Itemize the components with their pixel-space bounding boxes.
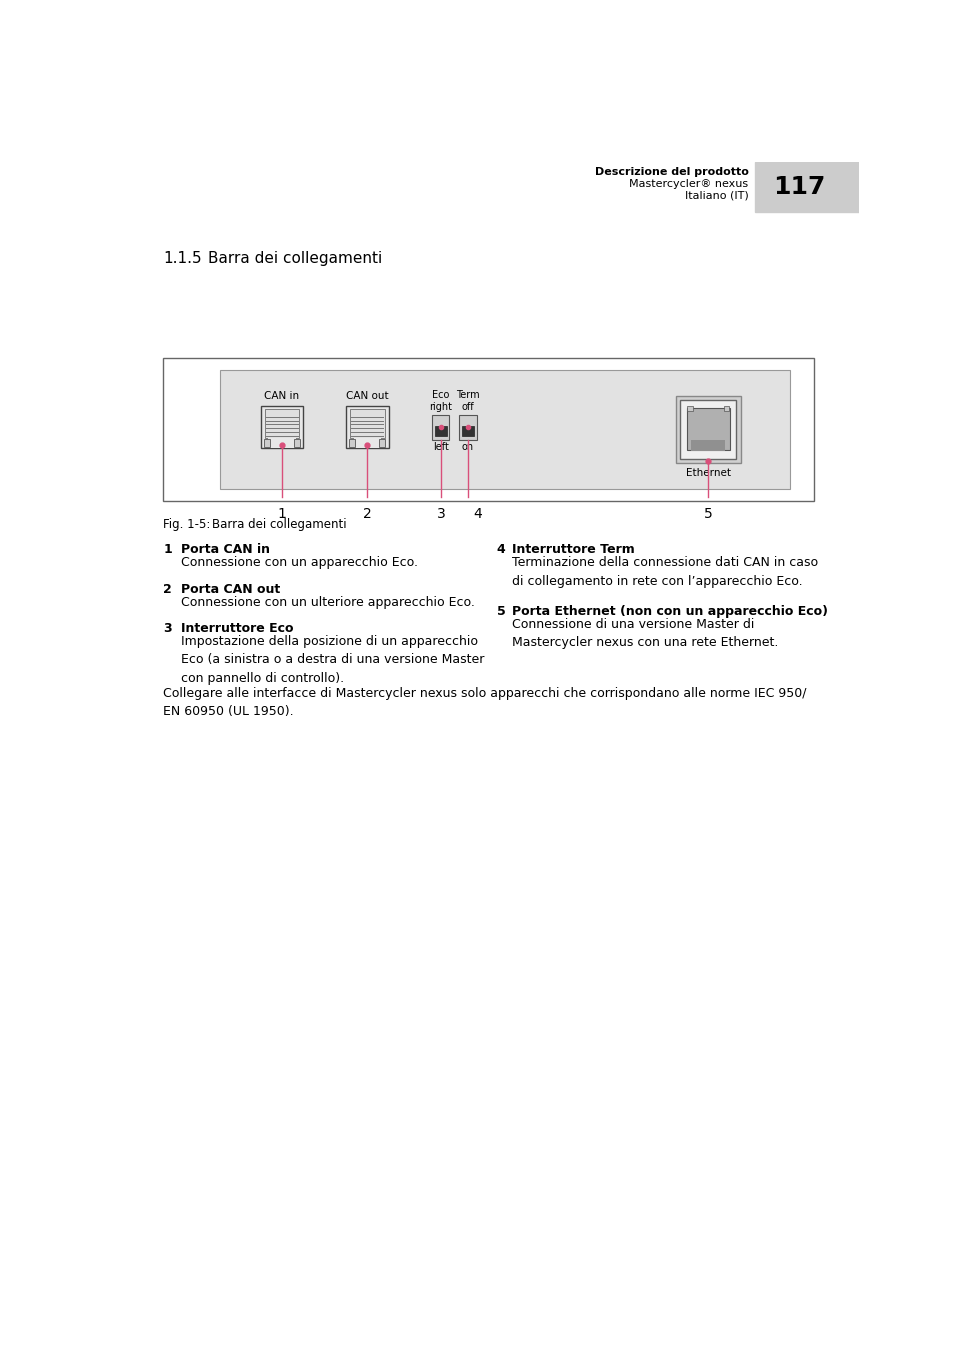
- Bar: [260, 406, 303, 448]
- Text: Interruttore Eco: Interruttore Eco: [181, 622, 294, 634]
- Text: 117: 117: [772, 176, 824, 200]
- Text: 3: 3: [436, 508, 445, 521]
- Text: Porta CAN in: Porta CAN in: [181, 543, 270, 556]
- Bar: [675, 397, 740, 463]
- Text: 3: 3: [163, 622, 172, 634]
- Text: CAN in: CAN in: [264, 392, 299, 401]
- Text: Italiano (IT): Italiano (IT): [684, 190, 748, 201]
- Text: Fig. 1-5:: Fig. 1-5:: [163, 518, 211, 531]
- Bar: [163, 358, 814, 501]
- Text: Connessione di una versione Master di
Mastercycler nexus con una rete Ethernet.: Connessione di una versione Master di Ma…: [512, 618, 778, 649]
- Bar: [354, 437, 380, 448]
- Text: 1: 1: [277, 508, 286, 521]
- Bar: [754, 162, 858, 212]
- Text: 1: 1: [163, 543, 172, 556]
- Text: 4: 4: [497, 543, 505, 556]
- Bar: [350, 409, 384, 437]
- Text: Interruttore Term: Interruttore Term: [512, 543, 635, 556]
- Bar: [723, 406, 728, 412]
- Bar: [459, 414, 476, 440]
- Text: CAN out: CAN out: [346, 392, 388, 401]
- Text: Mastercycler® nexus: Mastercycler® nexus: [629, 180, 748, 189]
- Bar: [435, 425, 447, 436]
- Bar: [264, 439, 270, 447]
- Text: Barra dei collegamenti: Barra dei collegamenti: [212, 518, 347, 531]
- Bar: [294, 439, 300, 447]
- Text: Collegare alle interfacce di Mastercycler nexus solo apparecchi che corrispondan: Collegare alle interfacce di Mastercycle…: [163, 687, 806, 718]
- Text: Eco
right: Eco right: [429, 390, 452, 412]
- Bar: [379, 439, 385, 447]
- Bar: [679, 401, 736, 459]
- Text: Connessione con un ulteriore apparecchio Eco.: Connessione con un ulteriore apparecchio…: [181, 597, 475, 609]
- Text: Porta CAN out: Porta CAN out: [181, 583, 280, 597]
- Bar: [461, 425, 474, 436]
- Bar: [686, 408, 729, 450]
- Text: Porta Ethernet (non con un apparecchio Eco): Porta Ethernet (non con un apparecchio E…: [512, 605, 827, 618]
- Bar: [264, 409, 299, 437]
- Text: on: on: [461, 441, 474, 452]
- Bar: [691, 440, 724, 451]
- Bar: [686, 406, 692, 412]
- Text: Barra dei collegamenti: Barra dei collegamenti: [208, 251, 382, 266]
- Text: left: left: [433, 441, 448, 452]
- Bar: [268, 437, 295, 448]
- Text: Terminazione della connessione dati CAN in caso
di collegamento in rete con l’ap: Terminazione della connessione dati CAN …: [512, 556, 818, 587]
- Bar: [346, 406, 388, 448]
- Text: Descrizione del prodotto: Descrizione del prodotto: [594, 167, 748, 177]
- Text: Ethernet: Ethernet: [685, 468, 730, 478]
- Text: 4: 4: [473, 508, 481, 521]
- Text: Term
off: Term off: [456, 390, 479, 412]
- Text: 2: 2: [362, 508, 372, 521]
- Text: 5: 5: [497, 605, 505, 618]
- Text: 2: 2: [163, 583, 172, 597]
- Text: Connessione con un apparecchio Eco.: Connessione con un apparecchio Eco.: [181, 556, 417, 570]
- Text: 5: 5: [703, 508, 712, 521]
- Bar: [349, 439, 355, 447]
- Text: 1.1.5: 1.1.5: [163, 251, 202, 266]
- Bar: [432, 414, 449, 440]
- Bar: [220, 370, 789, 489]
- Text: Impostazione della posizione di un apparecchio
Eco (a sinistra o a destra di una: Impostazione della posizione di un appar…: [181, 634, 484, 684]
